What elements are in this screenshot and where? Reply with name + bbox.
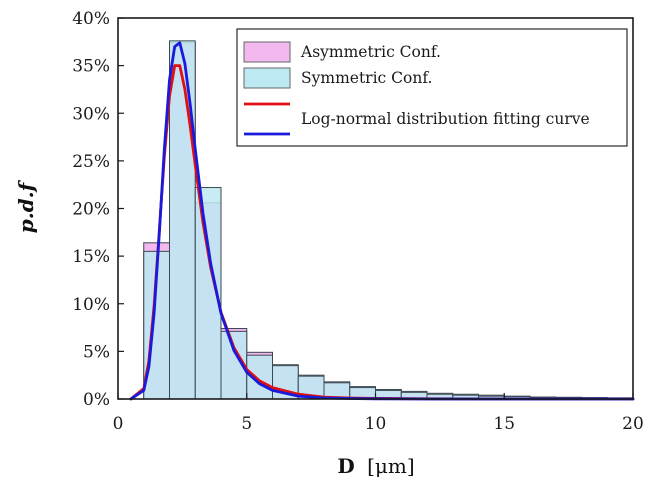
y-tick-label: 40% bbox=[72, 9, 110, 29]
legend-label-asymmetric: Asymmetric Conf. bbox=[300, 43, 441, 61]
legend-swatch-asymmetric bbox=[243, 41, 291, 63]
x-axis-ticks: 0 5 10 15 20 bbox=[113, 393, 644, 434]
x-axis-label: D [μm] bbox=[337, 454, 414, 478]
x-tick-label: 5 bbox=[241, 414, 252, 434]
x-tick-label: 0 bbox=[113, 414, 124, 434]
y-axis-ticks: 0% 5% 10% 15% 20% 25% 30% 35% 40% bbox=[72, 9, 124, 410]
y-tick-label: 25% bbox=[72, 152, 110, 172]
legend-label-symmetric: Symmetric Conf. bbox=[301, 69, 432, 87]
legend: Asymmetric Conf. Symmetric Conf. Log-nor… bbox=[236, 28, 628, 147]
x-axis-label-unit: [μm] bbox=[367, 454, 415, 478]
x-tick-label: 10 bbox=[365, 414, 387, 434]
symmetric-bar bbox=[169, 40, 196, 400]
legend-swatch-symmetric bbox=[243, 67, 291, 89]
x-tick-label: 15 bbox=[493, 414, 515, 434]
legend-label-fitting-curve: Log-normal distribution fitting curve bbox=[301, 110, 590, 128]
y-tick-label: 20% bbox=[72, 200, 110, 220]
x-tick-label: 20 bbox=[622, 414, 644, 434]
y-tick-label: 0% bbox=[83, 390, 110, 410]
y-tick-label: 10% bbox=[72, 295, 110, 315]
y-tick-label: 30% bbox=[72, 104, 110, 124]
legend-box bbox=[236, 28, 628, 147]
y-tick-label: 15% bbox=[72, 247, 110, 267]
y-axis-label: p.d.f bbox=[14, 179, 38, 233]
y-tick-label: 35% bbox=[72, 57, 110, 77]
y-tick-label: 5% bbox=[83, 342, 110, 362]
x-axis-label-symbol: D bbox=[337, 454, 354, 478]
